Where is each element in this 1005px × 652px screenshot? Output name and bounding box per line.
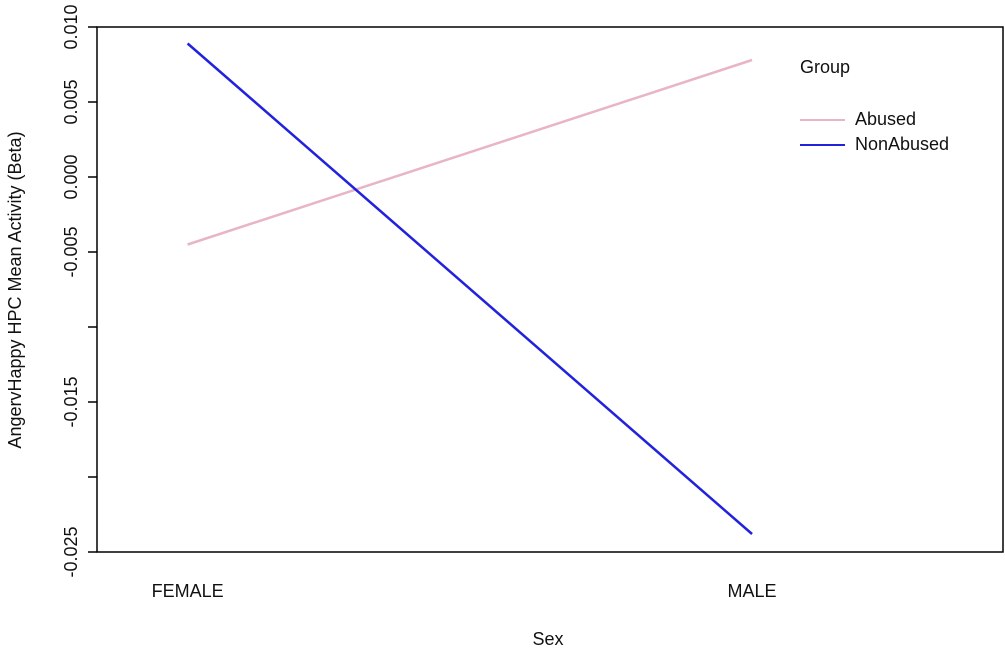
y-tick-label: 0.010 xyxy=(61,4,81,49)
series-line xyxy=(187,58,753,246)
x-tick-label: MALE xyxy=(728,581,777,601)
y-tick-label: 0.005 xyxy=(61,79,81,124)
y-tick-label: -0.025 xyxy=(61,526,81,577)
y-axis-label: AngervHappy HPC Mean Activity (Beta) xyxy=(5,131,25,448)
y-tick-label: 0.000 xyxy=(61,154,81,199)
y-tick-label: -0.005 xyxy=(61,226,81,277)
legend-title: Group xyxy=(800,57,850,77)
series-line xyxy=(186,42,753,535)
legend-label: Abused xyxy=(855,109,916,129)
legend-label: NonAbused xyxy=(855,134,949,154)
plot-box xyxy=(96,26,1004,553)
x-tick-label: FEMALE xyxy=(152,581,224,601)
x-axis-label: Sex xyxy=(532,629,563,649)
y-tick-label: -0.015 xyxy=(61,376,81,427)
